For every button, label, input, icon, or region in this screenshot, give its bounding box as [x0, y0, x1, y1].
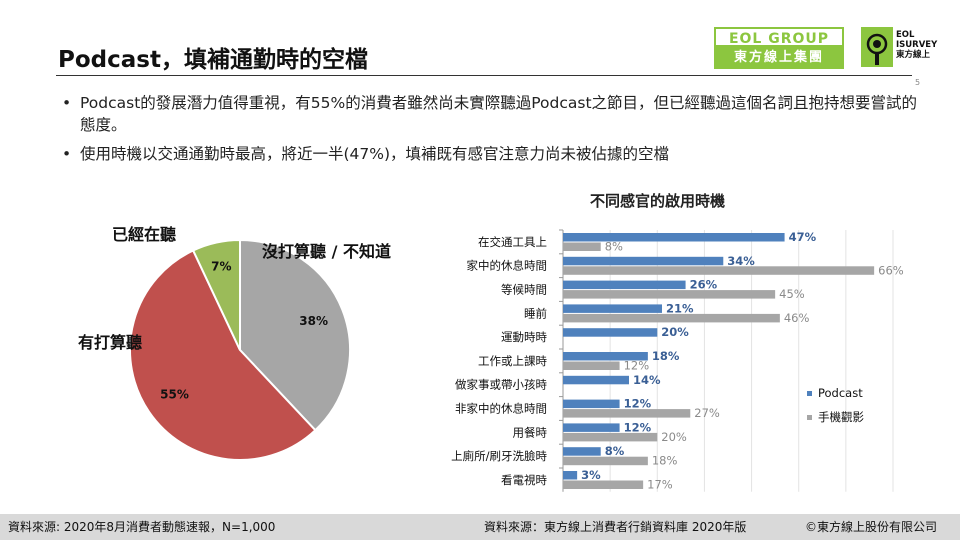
bar-podcast [563, 447, 601, 456]
bar-category-label: 睡前 [524, 306, 547, 320]
bar-podcast [563, 280, 686, 290]
data-label-podcast: 34% [727, 254, 755, 268]
bar-mobile-video [563, 313, 780, 323]
bar-podcast [563, 233, 785, 242]
data-label-mobile-video: 8% [605, 240, 623, 254]
bar-mobile-video [563, 409, 691, 418]
data-label-mobile-video: 17% [647, 478, 673, 492]
pie-legend-label-no-plan: 沒打算聽 / 不知道 [262, 242, 391, 261]
bar-podcast [563, 375, 629, 385]
bar-category-label: 看電視時 [501, 473, 547, 487]
data-label-podcast: 12% [624, 420, 652, 434]
data-label-podcast: 47% [789, 230, 817, 244]
legend-swatch-mobile-video [807, 415, 812, 420]
bar-mobile-video [563, 290, 776, 299]
data-label-podcast: 18% [652, 349, 680, 363]
data-label-mobile-video: 27% [694, 406, 720, 420]
isurvey-line3: 東方線上 [896, 50, 931, 60]
pie-data-label-listening: 7% [211, 259, 231, 273]
data-label-podcast: 12% [624, 397, 652, 411]
bar-category-label: 非家中的休息時間 [455, 402, 547, 416]
bar-mobile-video [563, 361, 620, 370]
data-label-mobile-video: 18% [652, 454, 678, 468]
data-label-mobile-video: 20% [661, 430, 687, 444]
legend-label-mobile-video: 手機觀影 [818, 410, 864, 424]
isurvey-badge-icon [861, 27, 893, 67]
footer-copyright: ©東方線上股份有限公司 [805, 520, 938, 534]
legend-swatch-podcast [807, 391, 812, 396]
bar-mobile-video [563, 456, 648, 466]
bar-mobile-video [563, 432, 658, 442]
pie-slice-plan [129, 249, 317, 460]
bar-category-label: 用餐時 [513, 425, 548, 439]
bar-category-label: 家中的休息時間 [467, 259, 548, 273]
bar-category-label: 等候時間 [501, 283, 547, 297]
bar-podcast [563, 471, 578, 480]
footer-source-left: 資料來源: 2020年8月消費者動態速報，N=1,000 [8, 520, 276, 534]
pie-chart: 38% 55% 7% [129, 238, 351, 460]
pie-legend-label-plan: 有打算聽 [78, 333, 143, 352]
pie-legend-label-listening: 已經在聽 [112, 225, 177, 244]
bar-category-label: 工作或上課時 [478, 354, 547, 368]
data-label-podcast: 8% [605, 444, 625, 458]
bar-category-label: 在交通工具上 [478, 235, 547, 249]
data-label-mobile-video: 66% [878, 263, 904, 277]
data-label-mobile-video: 46% [784, 311, 810, 325]
isurvey-line2: ISURVEY [896, 40, 938, 50]
data-label-mobile-video: 45% [779, 287, 805, 301]
isurvey-logo-text: EOL ISURVEY 東方線上 [896, 30, 937, 60]
bar-category-label: 做家事或帶小孩時 [455, 378, 547, 392]
eol-group-logo-top: EOL GROUP [714, 27, 844, 47]
bar-category-label: 運動時時 [501, 330, 547, 344]
page-title: Podcast，填補通勤時的空檔 [58, 47, 368, 73]
bar-podcast [563, 256, 724, 266]
bar-chart-title: 不同感官的啟用時機 [590, 192, 726, 210]
bar-podcast [563, 352, 648, 361]
isurvey-line1: EOL [896, 30, 915, 40]
title-divider [56, 75, 912, 76]
data-label-mobile-video: 12% [624, 359, 650, 373]
pie-data-label-no-plan: 38% [299, 314, 328, 328]
eol-group-logo: EOL GROUP 東方線上集團 [714, 27, 844, 69]
bar-category-label: 上廁所/刷牙洗臉時 [451, 449, 547, 463]
footer-bar: 資料來源: 2020年8月消費者動態速報，N=1,000 資料來源：東方線上消費… [0, 514, 960, 540]
bullet-item: 使用時機以交通通勤時最高，將近一半(47%)，填補既有感官注意力尚未被佔據的空檔 [62, 143, 922, 165]
bar-mobile-video [563, 242, 601, 251]
data-label-podcast: 20% [661, 325, 689, 339]
pie-slice-listening [191, 238, 241, 351]
eol-isurvey-logo: EOL ISURVEY 東方線上 [861, 27, 951, 69]
data-label-podcast: 21% [666, 301, 694, 315]
data-label-podcast: 26% [690, 278, 718, 292]
footer-source-right: 資料來源：東方線上消費者行銷資料庫 2020年版 [484, 520, 747, 534]
data-label-podcast: 14% [633, 373, 661, 387]
page-number: 5 [915, 78, 921, 87]
bullet-list: Podcast的發展潛力值得重視，有55%的消費者雖然尚未實際聽過Podcast… [62, 92, 922, 172]
bar-mobile-video [563, 266, 875, 275]
pie-data-label-plan: 55% [160, 388, 189, 402]
eol-group-logo-bottom: 東方線上集團 [714, 47, 844, 69]
bar-mobile-video [563, 480, 644, 489]
bar-podcast [563, 304, 662, 313]
bar-podcast [563, 423, 620, 432]
bar-chart: 在交通工具上 47% 8% 家中的休息時間 34% 66% 等候時間 26% 45% 睡前 21% 4… [451, 229, 904, 492]
bullet-item: Podcast的發展潛力值得重視，有55%的消費者雖然尚未實際聽過Podcast… [62, 92, 922, 136]
bar-podcast [563, 399, 620, 409]
legend-label-podcast: Podcast [818, 386, 863, 400]
bar-podcast [563, 328, 658, 337]
pie-slice-no-plan [239, 238, 351, 432]
data-label-podcast: 3% [581, 468, 601, 482]
